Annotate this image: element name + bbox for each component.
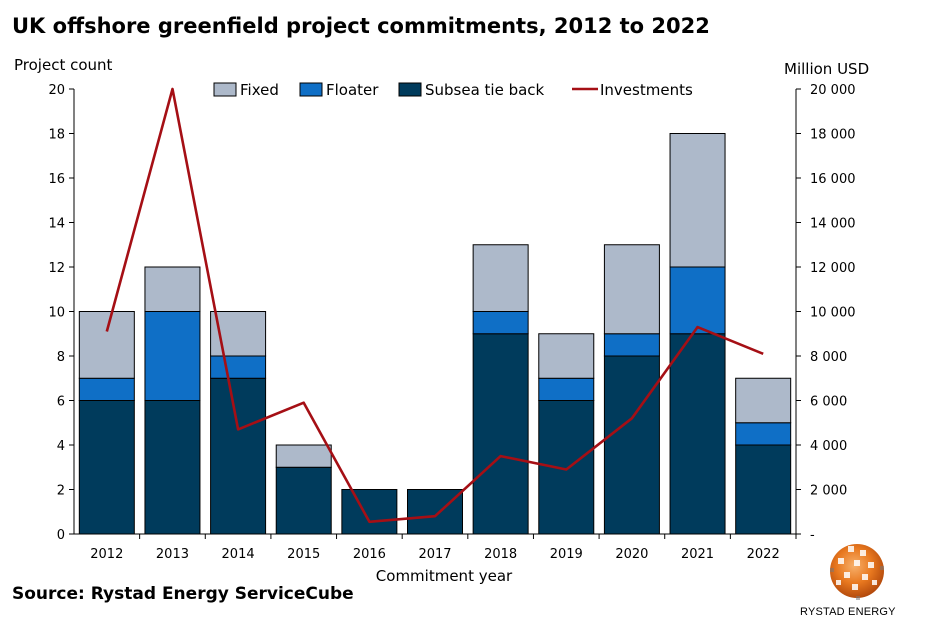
brand-name: RYSTAD ENERGY: [800, 606, 896, 618]
y2-tick-label: 12 000: [810, 261, 856, 276]
bar-subsea-tie-back-2012: [78, 400, 135, 535]
bar-subsea-tie-back-2014: [210, 377, 267, 535]
legend-label-fixed: Fixed: [240, 81, 279, 99]
y2-tick-label: 18 000: [810, 128, 856, 143]
legend-swatch-fixed: [213, 82, 237, 97]
bar-subsea-tie-back-2019: [538, 400, 595, 535]
legend-label-subsea-tie-back: Subsea tie back: [425, 81, 545, 99]
y-tick-label: 10: [48, 306, 65, 321]
y-tick-label: 6: [57, 395, 65, 410]
bars: [78, 133, 792, 535]
y2-tick-label: 8 000: [810, 350, 847, 365]
y-tick-label: 18: [48, 128, 65, 143]
axis-label-left: Project count: [14, 56, 113, 74]
bar-subsea-tie-back-2016: [341, 489, 398, 535]
x-tick-label: 2018: [484, 547, 517, 562]
y2-tick-label: 14 000: [810, 217, 856, 232]
bar-fixed-2020: [603, 244, 660, 335]
x-axis-ticks: 2012 2013 2014 2015 2016 2017 2018 2019 2020 2021…: [90, 534, 797, 562]
y-tick-label: 4: [57, 439, 65, 454]
bar-floater-2013: [144, 311, 201, 401]
bar-fixed-2012: [78, 311, 135, 379]
y-tick-label: 16: [48, 172, 65, 187]
bar-subsea-tie-back-2015: [275, 466, 332, 535]
x-axis-title: Commitment year: [376, 567, 513, 585]
axes: [73, 89, 797, 535]
legend: Fixed Floater Subsea tie back Investments: [213, 81, 693, 99]
y2-tick-label: 2 000: [810, 484, 847, 499]
bar-fixed-2021: [669, 133, 726, 268]
y2-tick-label: 10 000: [810, 306, 856, 321]
bar-fixed-2019: [538, 333, 595, 379]
y2-tick-label: 20 000: [810, 83, 856, 98]
bar-subsea-tie-back-2020: [603, 355, 660, 535]
legend-swatch-floater: [299, 82, 323, 97]
legend-label-floater: Floater: [326, 81, 379, 99]
source-note: Source: Rystad Energy ServiceCube: [12, 584, 354, 604]
bar-floater-2014: [210, 355, 267, 379]
bar-floater-2020: [603, 333, 660, 357]
y-tick-label: 20: [48, 83, 65, 98]
y-tick-label: 8: [57, 350, 65, 365]
bar-floater-2012: [78, 377, 135, 401]
x-tick-label: 2015: [287, 547, 320, 562]
x-tick-label: 2017: [418, 547, 451, 562]
x-tick-label: 2022: [747, 547, 780, 562]
bar-floater-2021: [669, 266, 726, 335]
bar-fixed-2022: [735, 377, 792, 424]
bar-subsea-tie-back-2022: [735, 444, 792, 535]
x-tick-label: 2014: [222, 547, 255, 562]
bar-fixed-2013: [144, 266, 201, 312]
y-tick-label: 14: [48, 217, 65, 232]
rystad-logo-icon: [830, 544, 884, 600]
y-axis-title: Project count: [14, 56, 113, 74]
y2-tick-label: 6 000: [810, 395, 847, 410]
bar-floater-2022: [735, 422, 792, 446]
x-tick-label: 2012: [90, 547, 123, 562]
bar-floater-2019: [538, 377, 595, 401]
investments-line: [105, 87, 764, 524]
y2-tick-label: 16 000: [810, 172, 856, 187]
y-tick-label: 0: [57, 528, 65, 543]
y-tick-label: 12: [48, 261, 65, 276]
bar-subsea-tie-back-2013: [144, 400, 201, 535]
bar-subsea-tie-back-2021: [669, 333, 726, 535]
investments-line-path: [105, 87, 764, 524]
chart-title: UK offshore greenfield project commitmen…: [12, 14, 710, 38]
bar-fixed-2018: [472, 244, 529, 312]
bar-subsea-tie-back-2018: [472, 333, 529, 535]
x-tick-label: 2020: [615, 547, 648, 562]
x-tick-label: 2016: [353, 547, 386, 562]
x-tick-label: 2013: [156, 547, 189, 562]
x-tick-label: 2019: [550, 547, 583, 562]
legend-swatch-subsea-tie-back: [398, 82, 422, 97]
bar-floater-2018: [472, 311, 529, 335]
y2-axis-ticks: - 2 000 4 000 6 000 8 000 10 000 12 000 14 000 1…: [796, 83, 856, 543]
bar-subsea-tie-back-2017: [407, 489, 463, 535]
bar-fixed-2015: [275, 444, 332, 468]
x-tick-label: 2021: [681, 547, 714, 562]
y2-tick-label: 4 000: [810, 439, 847, 454]
legend-label-investments: Investments: [600, 81, 693, 99]
y2-tick-label: -: [810, 528, 815, 543]
y2-axis-title: Million USD: [784, 60, 869, 78]
y-axis-ticks: 0 2 4 6 8 10 12 14 16 18 20: [48, 83, 74, 543]
y-tick-label: 2: [57, 484, 65, 499]
